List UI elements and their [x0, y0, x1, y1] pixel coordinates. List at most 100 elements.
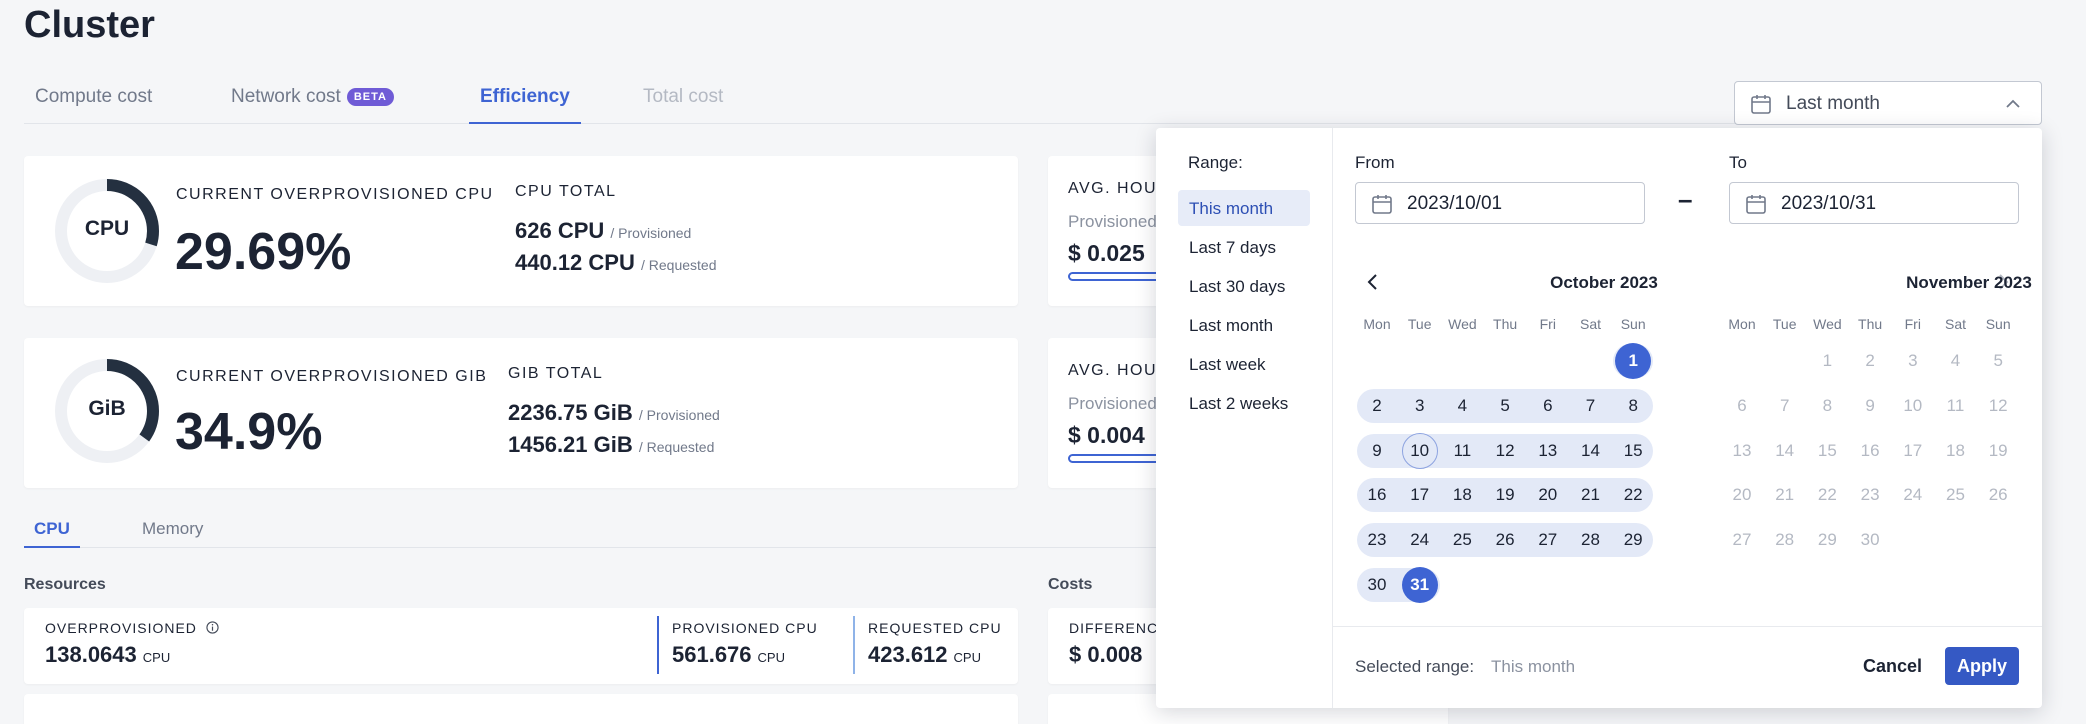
subtab-memory[interactable]: Memory: [142, 519, 204, 538]
calendar-day: 10: [1903, 395, 1923, 415]
calendar-day[interactable]: 25: [1452, 530, 1472, 550]
calendar-day[interactable]: 8: [1628, 395, 1638, 415]
provisioned-label: PROVISIONED CPU: [672, 620, 818, 636]
from-date-input[interactable]: 2023/10/01: [1355, 182, 1645, 224]
calendar-day[interactable]: 22: [1623, 485, 1643, 505]
requested-suffix: / Requested: [638, 439, 715, 455]
calendar-day: 29: [1817, 530, 1837, 550]
calendar-day[interactable]: 4: [1457, 395, 1468, 415]
chevron-left-icon[interactable]: [1362, 271, 1384, 293]
preset-this-month[interactable]: This month: [1178, 190, 1310, 226]
calendar-day[interactable]: 11: [1453, 440, 1472, 460]
calendar-day[interactable]: 5: [1500, 395, 1510, 415]
calendar-day: 1: [1822, 351, 1833, 370]
calendar-day[interactable]: 6: [1543, 395, 1553, 415]
tab-label: Network cost: [231, 86, 341, 107]
avg-sub: Provisioned: [1068, 394, 1157, 413]
resources-heading: Resources: [24, 576, 106, 593]
calendar-day[interactable]: 28: [1581, 530, 1600, 550]
calendar-day: 19: [1988, 440, 2008, 460]
calendar-day[interactable]: 13: [1538, 440, 1558, 460]
calendar-day[interactable]: 31: [1401, 567, 1438, 603]
picker-footer: Selected range: This month Cancel Apply: [1333, 626, 2042, 708]
calendar-day: 25: [1946, 485, 1965, 505]
subtab-cpu[interactable]: CPU: [24, 519, 80, 548]
calendar-day: 4: [1950, 351, 1961, 370]
requested-divider: [853, 616, 855, 674]
overprovisioned-label: OVERPROVISIONED: [45, 620, 219, 636]
calendar-icon: [1751, 95, 1771, 114]
calendar-day[interactable]: 20: [1538, 485, 1558, 505]
stat-number: 423.612: [868, 642, 948, 667]
calendar-day[interactable]: 10: [1401, 432, 1438, 469]
provisioned-suffix: / Provisioned: [638, 407, 720, 423]
calendar-day: 30: [1860, 530, 1880, 550]
weekday-label: Sat: [1579, 316, 1601, 332]
range-band: [1357, 523, 1654, 558]
requested-total: 440.12 CPU / Requested: [515, 250, 716, 276]
avg-label: AVG. HOU: [1068, 180, 1158, 197]
weekday-label: Sat: [1944, 316, 1966, 332]
calendar-day: 20: [1732, 485, 1752, 505]
calendar-day[interactable]: 26: [1495, 530, 1515, 550]
gib-donut-arc: [55, 359, 159, 463]
avg-label: AVG. HOU: [1068, 362, 1158, 379]
chevron-right-icon[interactable]: [1992, 271, 2014, 293]
calendar-day[interactable]: 24: [1410, 530, 1430, 550]
provisioned-divider: [657, 616, 659, 674]
calendar-day[interactable]: 1: [1615, 343, 1652, 379]
info-icon[interactable]: [206, 621, 219, 634]
calendar-day: 14: [1775, 440, 1795, 460]
overprovisioned-value: 138.0643 CPU: [45, 642, 170, 668]
stat-unit: CPU: [757, 650, 785, 665]
weekday-label: Fri: [1539, 316, 1556, 332]
date-range-select[interactable]: Last month: [1734, 81, 2042, 125]
calendar-day: 2: [1865, 351, 1875, 370]
tab-network-cost[interactable]: Network cost BETA: [220, 86, 405, 124]
calendar-day[interactable]: 2: [1372, 395, 1382, 415]
preset-last-2-weeks[interactable]: Last 2 weeks: [1189, 394, 1289, 413]
calendar-day[interactable]: 18: [1452, 485, 1472, 505]
calendar-day[interactable]: 21: [1581, 485, 1600, 505]
calendar-day[interactable]: 16: [1367, 485, 1387, 505]
apply-button[interactable]: Apply: [1945, 647, 2019, 685]
calendar-day[interactable]: 27: [1538, 530, 1558, 550]
range-band: [1357, 388, 1654, 423]
tab-compute-cost[interactable]: Compute cost: [24, 86, 163, 124]
calendar-day[interactable]: 15: [1623, 440, 1643, 460]
page-title: Cluster: [24, 4, 155, 46]
calendar-day[interactable]: 29: [1623, 530, 1643, 550]
resource-subtabs: CPU Memory: [24, 512, 1754, 548]
calendar-day: 9: [1865, 395, 1875, 415]
stat-unit: CPU: [142, 650, 171, 665]
to-date-input[interactable]: 2023/10/31: [1729, 182, 2019, 224]
calendar-day: 22: [1817, 485, 1837, 505]
weekday-label: Tue: [1407, 316, 1432, 332]
cancel-button[interactable]: Cancel: [1849, 647, 1936, 685]
range-dash: –: [1678, 184, 1693, 214]
tab-efficiency[interactable]: Efficiency: [469, 86, 581, 124]
calendar-day: 7: [1779, 395, 1790, 415]
right-month-title: November 2023: [1906, 273, 2032, 292]
tab-label: Efficiency: [480, 86, 570, 107]
calendar-day[interactable]: 19: [1495, 485, 1515, 505]
calendar-day[interactable]: 14: [1581, 440, 1600, 460]
calendar-day[interactable]: 30: [1367, 575, 1387, 594]
preset-last-30-days[interactable]: Last 30 days: [1189, 277, 1286, 296]
cpu-donut-label: CPU: [84, 217, 130, 240]
calendar-day: 17: [1903, 440, 1923, 460]
calendar-day[interactable]: 23: [1367, 530, 1387, 550]
preset-last-month[interactable]: Last month: [1189, 316, 1274, 335]
calendar-day[interactable]: 12: [1495, 440, 1515, 460]
avg-value: $ 0.004: [1068, 422, 1145, 448]
calendar-day[interactable]: 3: [1414, 395, 1425, 415]
calendar-day: 13: [1732, 440, 1752, 460]
calendar-day[interactable]: 7: [1585, 395, 1596, 415]
calendar-day[interactable]: 9: [1372, 440, 1382, 460]
weekday-label: Mon: [1363, 316, 1391, 332]
kpi-label: CURRENT OVERPROVISIONED CPU: [176, 186, 494, 203]
preset-last-week[interactable]: Last week: [1189, 355, 1266, 374]
calendar-day[interactable]: 17: [1410, 485, 1430, 505]
provisioned-value: 561.676 CPU: [672, 642, 785, 668]
preset-last-7-days[interactable]: Last 7 days: [1189, 238, 1276, 257]
